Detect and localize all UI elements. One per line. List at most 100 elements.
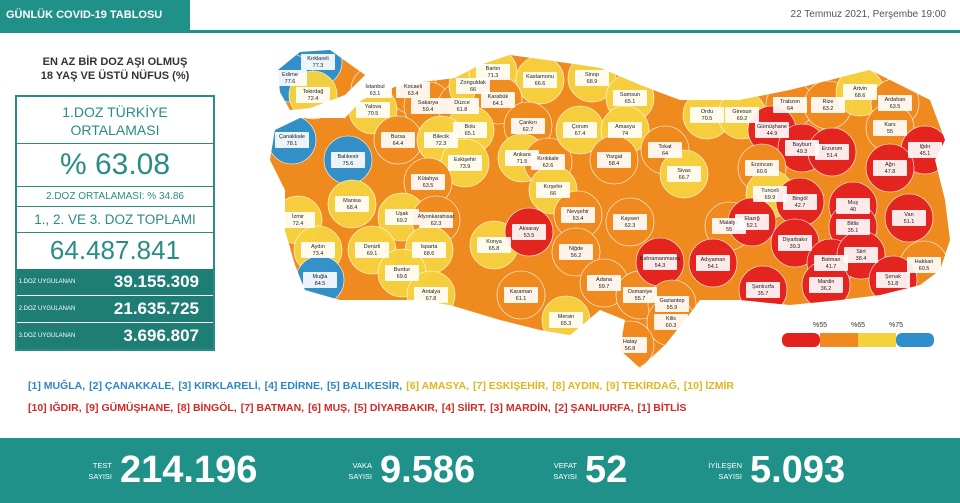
label-box <box>275 132 309 148</box>
ranking-item: [2] ŞANLIURFA, <box>554 402 634 414</box>
province-value: 54.3 <box>655 263 666 269</box>
second-dose-average: 2.DOZ ORTALAMASI: % 34.86 <box>17 187 213 207</box>
province-value: 53.5 <box>524 233 535 239</box>
province-name: Kilis <box>666 316 676 322</box>
province-value: 42.7 <box>795 203 806 209</box>
summary-panel: EN AZ BİR DOZ AŞI OLMUŞ 18 YAŞ VE ÜSTÜ N… <box>15 55 215 351</box>
ranking-item: [3] KIRKLARELİ, <box>178 380 261 392</box>
label-box <box>696 255 730 271</box>
label-box <box>785 140 819 156</box>
province-value: 64.1 <box>493 101 504 107</box>
label-box <box>908 142 942 158</box>
province-name: Malatya <box>719 220 739 226</box>
province-name: Muğla <box>313 274 329 280</box>
label-box <box>773 97 807 113</box>
stat: İYİLEŞEN SAYISI 5.093 <box>700 438 845 503</box>
rankings: [1] MUĞLA, [2] ÇANAKKALE, [3] KIRKLARELİ,[… <box>28 380 738 424</box>
label-box <box>476 64 510 80</box>
label-box <box>512 224 546 240</box>
province-name: Uşak <box>396 211 409 217</box>
header: GÜNLÜK COVID-19 TABLOSU 22 Temmuz 2021, … <box>0 0 960 33</box>
province-name: Eskişehir <box>454 157 476 163</box>
label-box <box>783 194 817 210</box>
label-box <box>608 122 642 138</box>
ranking-item: [10] IĞDIR, <box>28 402 82 414</box>
province-value: 59.7 <box>599 284 610 290</box>
province-value: 59.4 <box>423 107 434 113</box>
stat-value: 5.093 <box>750 449 846 491</box>
label-box <box>843 84 877 100</box>
province-name: Hatay <box>623 339 638 345</box>
province-value: 64 <box>662 151 668 157</box>
label-box <box>549 312 583 328</box>
province-value: 67.8 <box>426 296 437 302</box>
province-value: 40 <box>850 207 856 213</box>
province-value: 78.1 <box>287 141 298 147</box>
label-box <box>613 337 647 353</box>
province-value: 49.3 <box>797 149 808 155</box>
province-value: 35.1 <box>848 228 859 234</box>
province-value: 55 <box>887 129 893 135</box>
province-name: Kastamonu <box>526 74 554 80</box>
label-box <box>445 98 479 114</box>
dose-list: 1.DOZ UYGULANAN 39.155.309 2.DOZ UYGULANAN… <box>17 268 213 349</box>
province-value: 72.3 <box>436 141 447 147</box>
label-box <box>575 70 609 86</box>
province-name: Kırıkkale <box>537 156 558 162</box>
province-name: Konya <box>486 239 503 245</box>
stat: VEFAT SAYISI 52 <box>535 438 627 503</box>
province-value: 63.4 <box>573 216 584 222</box>
province-value: 69.6 <box>397 274 408 280</box>
province-name: Kocaeli <box>404 84 422 90</box>
province-name: Tekirdağ <box>303 89 324 95</box>
province-value: 47.8 <box>885 169 896 175</box>
province-value: 63.5 <box>423 183 434 189</box>
stat-label: TEST SAYISI <box>88 460 112 481</box>
label-box <box>385 265 419 281</box>
province-name: İstanbul <box>365 83 384 90</box>
ranking-item: [5] DİYARBAKIR, <box>354 402 438 414</box>
province-name: Çanakkale <box>279 134 305 140</box>
label-box <box>559 244 593 260</box>
label-box <box>815 144 849 160</box>
label-box <box>745 160 779 176</box>
dose-row: 3.DOZ UYGULANAN 3.696.807 <box>17 322 213 349</box>
province-value: 74 <box>622 131 628 137</box>
label-box <box>654 314 688 330</box>
province-value: 72.4 <box>308 96 319 102</box>
province-name: Sivas <box>677 168 691 174</box>
province-name: Bayburt <box>793 142 812 148</box>
label-box <box>303 272 337 288</box>
stats-bar: TEST SAYISI 214.196 VAKA SAYISI 9.586 VEFAT … <box>0 438 960 503</box>
ranking-item: [10] İZMİR <box>683 380 734 392</box>
label-box <box>505 150 539 166</box>
map: Kırklareli77.3Edirne77.6Tekirdağ72.4İsta… <box>270 50 950 368</box>
legend-swatch <box>782 333 820 347</box>
label-box <box>735 214 769 230</box>
ranking-item: [9] GÜMÜŞHANE, <box>85 402 174 414</box>
label-box <box>667 166 701 182</box>
province-value: 68.6 <box>424 251 435 257</box>
label-box <box>453 122 487 138</box>
province-value: 58.4 <box>609 161 620 167</box>
first-dose-label: 1.DOZ TÜRKİYE ORTALAMASI <box>62 104 168 138</box>
ranking-item: [1] BİTLİS <box>637 402 687 414</box>
label-box <box>809 277 843 293</box>
province-value: 55.9 <box>667 305 678 311</box>
ranking-item: [5] BALIKESİR, <box>326 380 403 392</box>
label-box <box>907 257 941 273</box>
province-value: 62.3 <box>431 221 442 227</box>
province-value: 63.2 <box>823 106 834 112</box>
label-box <box>412 242 446 258</box>
ranking-item: [2] ÇANAKKALE, <box>89 380 175 392</box>
label-box <box>873 120 907 136</box>
province-value: 73.4 <box>313 251 324 257</box>
province-value: 60.6 <box>757 169 768 175</box>
province-value: 75.6 <box>343 161 354 167</box>
first-dose-average: % 63.08 <box>17 143 213 187</box>
province-value: 63.1 <box>370 91 381 97</box>
province-value: 63.4 <box>408 91 419 97</box>
province-name: Ağrı <box>885 162 895 168</box>
province-value: 68.9 <box>587 79 598 85</box>
province-value: 77.3 <box>313 63 324 69</box>
